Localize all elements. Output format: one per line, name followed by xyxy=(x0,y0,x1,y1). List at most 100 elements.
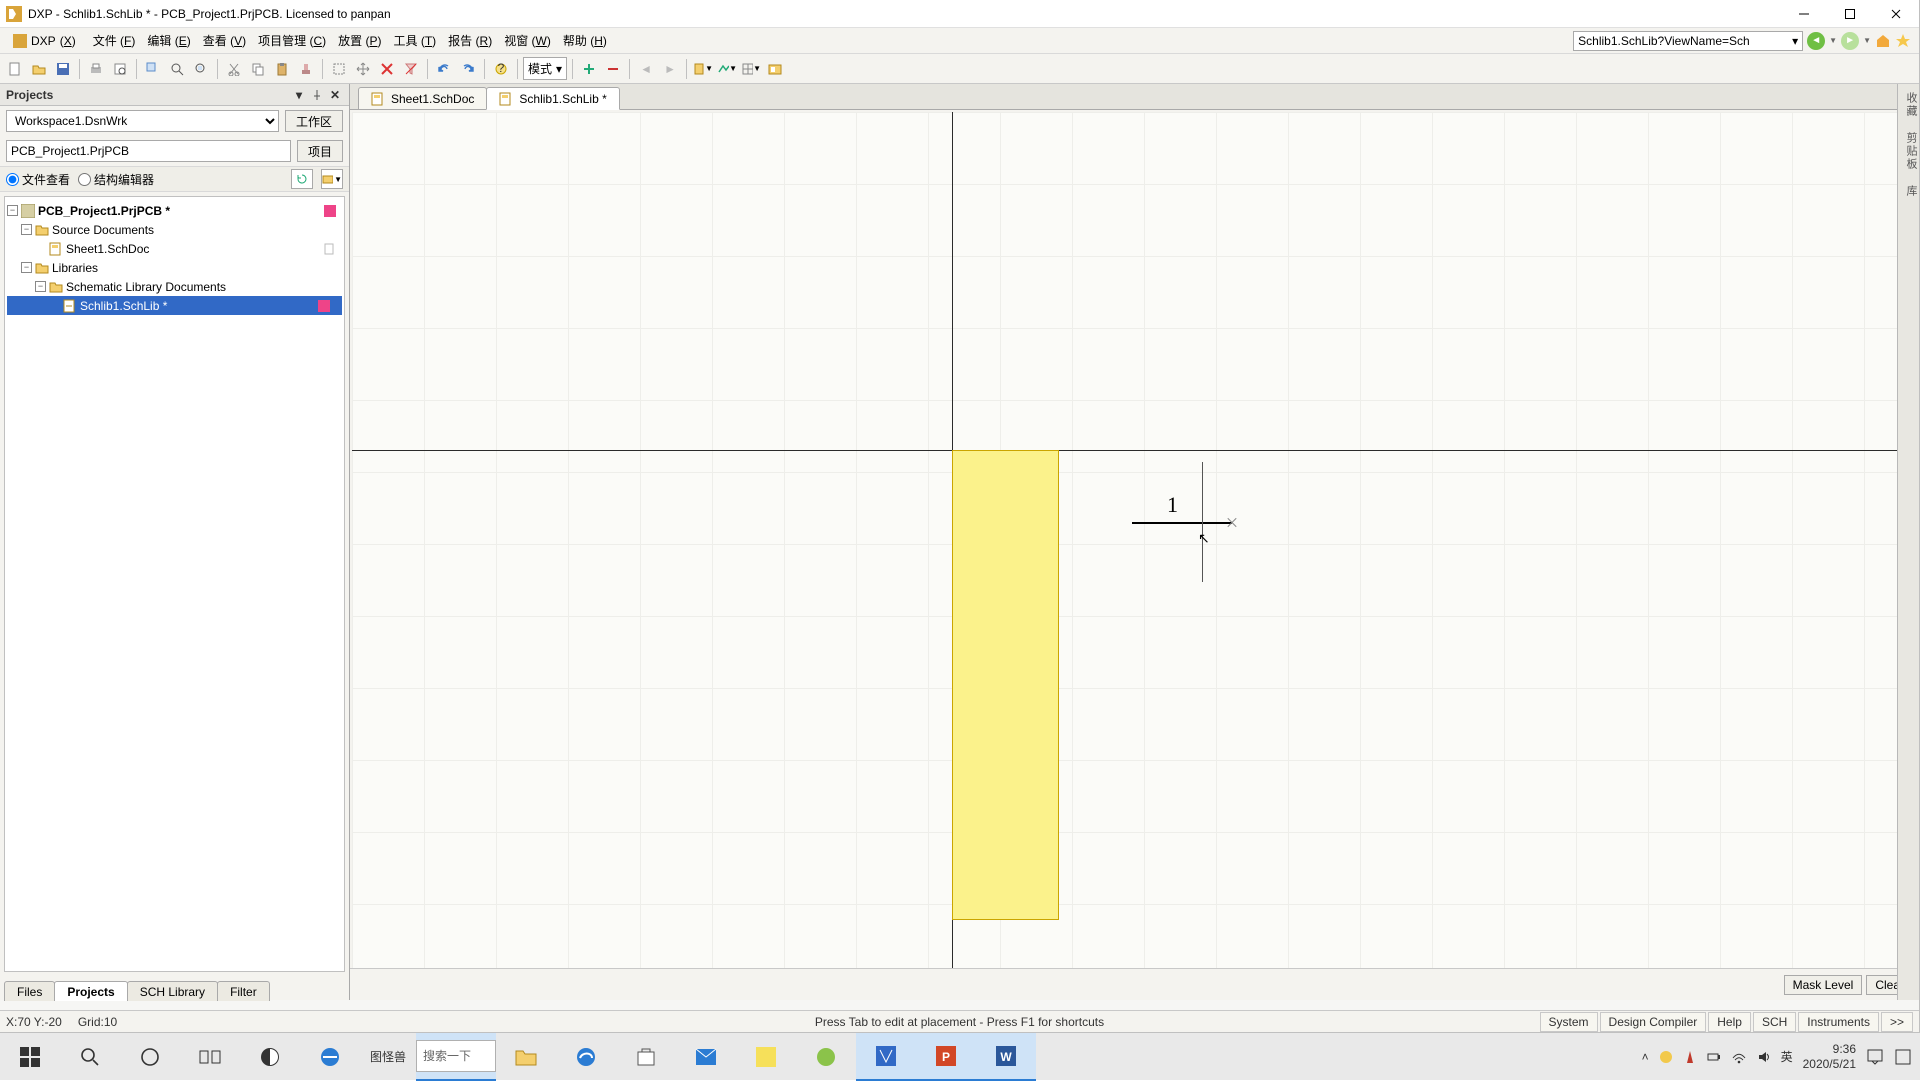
dxp-menu-button[interactable]: DXP (X) xyxy=(4,31,85,51)
paste-button[interactable] xyxy=(271,58,293,80)
panel-pin-button[interactable] xyxy=(309,87,325,103)
place-part-dropdown[interactable]: ▼ xyxy=(692,58,714,80)
tray-icon-2[interactable] xyxy=(1683,1050,1697,1064)
search-button[interactable] xyxy=(60,1033,120,1081)
doc-tab[interactable]: Sheet1.SchDoc xyxy=(358,87,487,110)
menu-e[interactable]: 编辑 (E) xyxy=(141,29,196,52)
cortana-button[interactable] xyxy=(120,1033,180,1081)
taskbar-sticky-notes[interactable] xyxy=(736,1033,796,1081)
taskbar-ie[interactable] xyxy=(300,1033,360,1081)
place-wire-dropdown[interactable]: ▼ xyxy=(716,58,738,80)
taskbar-edge[interactable] xyxy=(556,1033,616,1081)
schematic-canvas[interactable]: 1 ↖ xyxy=(352,112,1901,980)
file-view-radio[interactable]: 文件查看 xyxy=(6,171,70,188)
taskbar-powerpoint[interactable]: P xyxy=(916,1033,976,1081)
deselect-button[interactable] xyxy=(376,58,398,80)
status-button-system[interactable]: System xyxy=(1540,1012,1598,1032)
menu-v[interactable]: 查看 (V) xyxy=(197,29,252,52)
taskbar-explorer[interactable] xyxy=(496,1033,556,1081)
prev-part-button[interactable]: ◄ xyxy=(635,58,657,80)
status-button-help[interactable]: Help xyxy=(1708,1012,1751,1032)
taskbar-altium[interactable] xyxy=(856,1033,916,1081)
tray-power-icon[interactable] xyxy=(1707,1050,1721,1064)
tray-wifi-icon[interactable] xyxy=(1731,1050,1747,1064)
help-whats-this-button[interactable]: ? xyxy=(490,58,512,80)
next-part-button[interactable]: ► xyxy=(659,58,681,80)
menu-c[interactable]: 项目管理 (C) xyxy=(252,29,332,52)
copy-button[interactable] xyxy=(247,58,269,80)
maximize-button[interactable] xyxy=(1827,0,1873,28)
tree-schlib-docs[interactable]: − Schematic Library Documents xyxy=(7,277,342,296)
taskbar-search-box[interactable]: 搜索一下 xyxy=(416,1033,496,1081)
panel-options-button[interactable]: ▼ xyxy=(321,169,343,189)
menu-p[interactable]: 放置 (P) xyxy=(332,29,387,52)
new-file-button[interactable] xyxy=(4,58,26,80)
tray-notifications-icon[interactable] xyxy=(1866,1048,1884,1066)
favorite-icon[interactable] xyxy=(1895,33,1911,49)
taskbar-app-green[interactable] xyxy=(796,1033,856,1081)
tray-ime-indicator[interactable]: 英 xyxy=(1781,1048,1793,1065)
close-button[interactable] xyxy=(1873,0,1919,28)
clear-filter-button[interactable] xyxy=(400,58,422,80)
taskbar-mail[interactable] xyxy=(676,1033,736,1081)
tree-sheet1[interactable]: Sheet1.SchDoc xyxy=(7,239,342,258)
zoom-fit-button[interactable] xyxy=(166,58,188,80)
tray-chevron-up-icon[interactable]: ˄ xyxy=(1642,1050,1649,1064)
mask-level-button[interactable]: Mask Level xyxy=(1784,975,1863,995)
menu-h[interactable]: 帮助 (H) xyxy=(557,29,613,52)
taskbar-store[interactable] xyxy=(616,1033,676,1081)
tree-source-documents[interactable]: − Source Documents xyxy=(7,220,342,239)
grid-dropdown[interactable]: ▼ xyxy=(740,58,762,80)
panel-close-button[interactable]: ✕ xyxy=(327,87,343,103)
canvas-viewport[interactable]: 1 ↖ xyxy=(352,112,1901,980)
add-part-button[interactable] xyxy=(578,58,600,80)
task-view-button[interactable] xyxy=(180,1033,240,1081)
structure-editor-radio[interactable]: 结构编辑器 xyxy=(78,171,154,188)
panel-tab-files[interactable]: Files xyxy=(4,981,55,1001)
project-field[interactable] xyxy=(6,140,291,162)
tree-project-root[interactable]: − PCB_Project1.PrjPCB * xyxy=(7,201,342,220)
nav-forward-button[interactable]: ► xyxy=(1841,32,1859,50)
address-bar[interactable]: Schlib1.SchLib?ViewName=Sch▾ xyxy=(1573,31,1803,51)
print-preview-button[interactable] xyxy=(109,58,131,80)
tree-libraries[interactable]: − Libraries xyxy=(7,258,342,277)
expander-icon[interactable]: − xyxy=(7,205,18,216)
menu-r[interactable]: 报告 (R) xyxy=(442,29,498,52)
move-button[interactable] xyxy=(352,58,374,80)
menu-w[interactable]: 视窗 (W) xyxy=(498,29,557,52)
remove-part-button[interactable] xyxy=(602,58,624,80)
status-button-sch[interactable]: SCH xyxy=(1753,1012,1796,1032)
doc-tab[interactable]: Schlib1.SchLib * xyxy=(486,87,619,110)
minimize-button[interactable] xyxy=(1781,0,1827,28)
tray-clock[interactable]: 9:36 2020/5/21 xyxy=(1803,1042,1856,1071)
tray-icon-1[interactable] xyxy=(1659,1050,1673,1064)
open-file-button[interactable] xyxy=(28,58,50,80)
menu-t[interactable]: 工具 (T) xyxy=(387,29,442,52)
zoom-selected-button[interactable] xyxy=(190,58,212,80)
tray-volume-icon[interactable] xyxy=(1757,1050,1771,1064)
nav-back-button[interactable]: ◄ xyxy=(1807,32,1825,50)
zoom-area-button[interactable] xyxy=(142,58,164,80)
pin-line[interactable] xyxy=(1132,522,1232,524)
status-button--[interactable]: >> xyxy=(1881,1012,1913,1032)
project-button[interactable]: 项目 xyxy=(297,140,343,162)
start-button[interactable] xyxy=(0,1033,60,1081)
print-button[interactable] xyxy=(85,58,107,80)
menu-f[interactable]: 文件 (F) xyxy=(87,29,142,52)
rubber-stamp-button[interactable] xyxy=(295,58,317,80)
panel-tab-projects[interactable]: Projects xyxy=(54,981,127,1001)
right-collapsed-panels[interactable]: 收藏 剪贴板 库 xyxy=(1897,84,1919,1000)
status-button-instruments[interactable]: Instruments xyxy=(1798,1012,1879,1032)
workspace-button[interactable]: 工作区 xyxy=(285,110,343,132)
panel-dropdown-button[interactable]: ▾ xyxy=(291,87,307,103)
status-button-design-compiler[interactable]: Design Compiler xyxy=(1600,1012,1707,1032)
save-button[interactable] xyxy=(52,58,74,80)
mode-combo[interactable]: 模式▾ xyxy=(523,57,567,80)
panel-tab-sch-library[interactable]: SCH Library xyxy=(127,981,218,1001)
cut-button[interactable] xyxy=(223,58,245,80)
expander-icon[interactable]: − xyxy=(21,262,32,273)
workspace-select[interactable]: Workspace1.DsnWrk xyxy=(6,110,279,132)
expander-icon[interactable]: − xyxy=(21,224,32,235)
tray-action-center-icon[interactable] xyxy=(1894,1048,1912,1066)
tree-schlib1-selected[interactable]: Schlib1.SchLib * xyxy=(7,296,342,315)
